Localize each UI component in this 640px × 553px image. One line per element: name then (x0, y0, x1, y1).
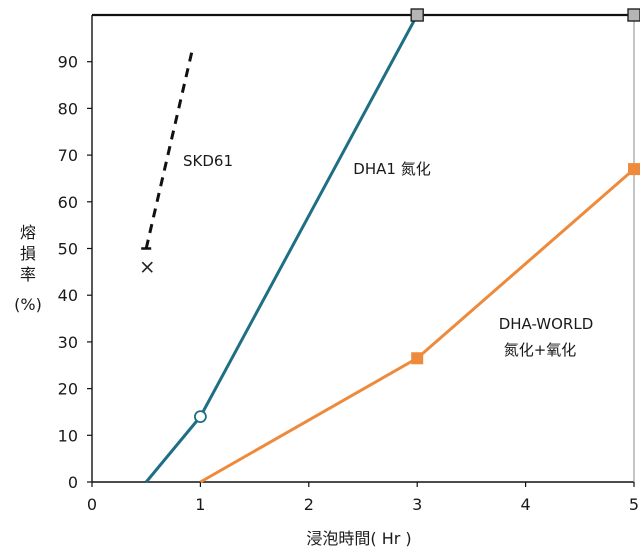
y-axis-title-part: 損 (20, 244, 36, 263)
y-tick-label: 60 (58, 193, 78, 212)
top-line-square-marker (410, 8, 424, 22)
y-tick-label: 30 (58, 333, 78, 352)
skd61-cross-marker (141, 261, 153, 273)
y-tick-label: 50 (58, 240, 78, 259)
y-axis-title-part: 熔 (20, 223, 36, 242)
series-line-skd61 (144, 52, 194, 249)
series-label-dha-world-line2: 氮化+氧化 (504, 341, 577, 359)
series-label-dha-world-line1: DHA-WORLD (499, 315, 594, 333)
y-tick-label: 40 (58, 286, 78, 305)
x-tick-label: 5 (629, 495, 639, 514)
series-line-dha1 (145, 14, 419, 483)
series-layer (92, 8, 640, 484)
dha-world-square-marker (628, 163, 640, 176)
top-line-square-marker (627, 8, 640, 22)
y-tick-label: 20 (58, 380, 78, 399)
y-axis-title-part: (%) (14, 295, 42, 314)
y-axis-title-part: 率 (20, 265, 36, 284)
x-tick-label: 0 (87, 495, 97, 514)
series-label-dha1: DHA1 氮化 (353, 160, 430, 178)
dha1-circle-marker (193, 410, 207, 424)
x-tick-label: 1 (195, 495, 205, 514)
labels-layer: 浸泡時間( Hr ) 熔損率 (%) SKD61 DHA1 氮化 DHA-WORLD 氮化+… (14, 152, 593, 548)
x-tick-label: 3 (412, 495, 422, 514)
y-tick-label: 80 (58, 99, 78, 118)
y-tick-label: 10 (58, 426, 78, 445)
x-tick-label: 2 (304, 495, 314, 514)
axes: 0 10 20 30 40 50 60 70 80 90 0 1 2 3 4 5 (58, 15, 639, 514)
y-tick-label: 90 (58, 53, 78, 72)
dha-world-square-marker (411, 352, 424, 365)
x-axis-title: 浸泡時間( Hr ) (306, 529, 411, 548)
y-tick-label: 70 (58, 146, 78, 165)
x-tick-label: 4 (521, 495, 531, 514)
series-label-skd61: SKD61 (183, 152, 233, 170)
y-tick-label: 0 (68, 473, 78, 492)
